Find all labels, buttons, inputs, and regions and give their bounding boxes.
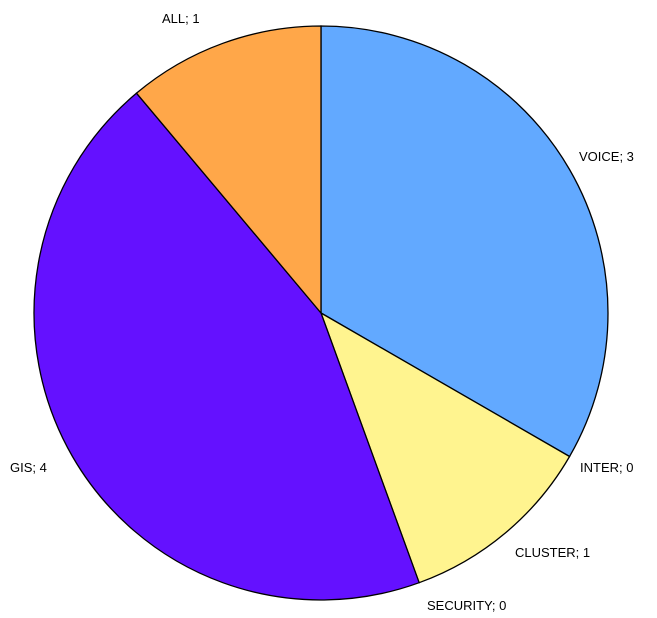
slice-label-all: ALL; 1: [162, 11, 200, 26]
pie-slice-voice: [320, 25, 609, 458]
slice-label-inter: INTER; 0: [580, 460, 633, 475]
slice-label-security: SECURITY; 0: [427, 598, 506, 613]
slice-label-cluster: CLUSTER; 1: [515, 545, 590, 560]
pie-slice-all: [135, 25, 322, 315]
slice-label-gis: GIS; 4: [10, 460, 47, 475]
slices-layer: [33, 25, 609, 601]
slice-label-voice: VOICE; 3: [579, 149, 634, 164]
pie-slice-gis: [33, 92, 420, 601]
labels-layer: VOICE; 3 INTER; 0 CLUSTER; 1 SECURITY; 0 GIS…: [10, 11, 634, 613]
pie-slice-cluster: [319, 311, 571, 584]
